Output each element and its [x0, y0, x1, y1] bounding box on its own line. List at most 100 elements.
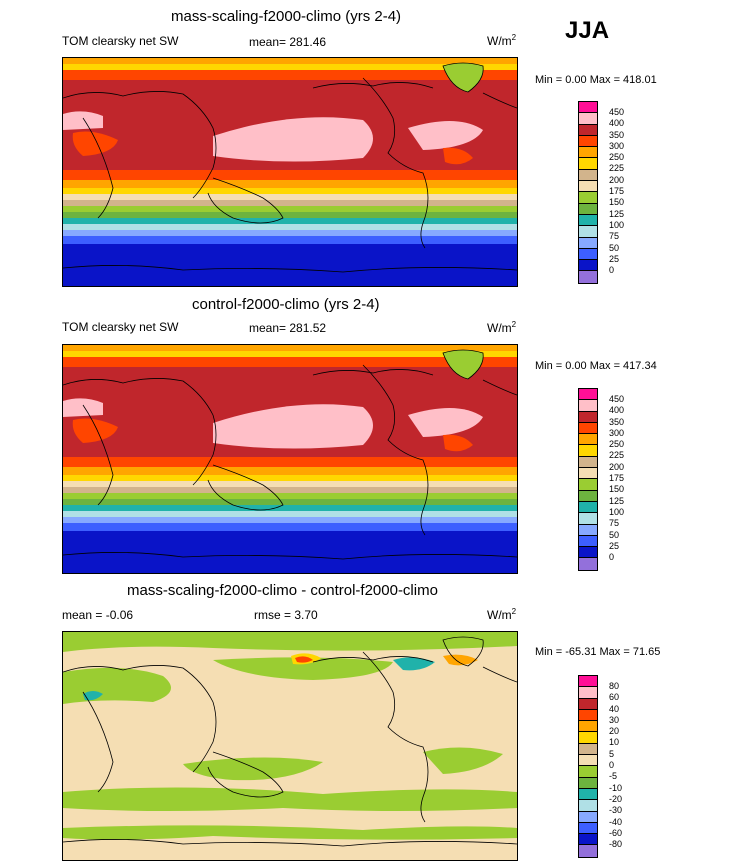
panel2-mean-label: mean= 281.52: [249, 321, 327, 335]
panel1-colorbar-tick: 100: [609, 220, 625, 230]
panel3-colorbar-tick: 20: [609, 726, 620, 736]
panel1-variable-label: TOM clearsky net SW: [62, 34, 179, 48]
panel2-colorbar-tick: 75: [609, 518, 620, 528]
panel3-minmax: Min = -65.31 Max = 71.65: [535, 646, 661, 658]
panel3-colorbar-tick: 30: [609, 715, 620, 725]
panel2-colorbar-cell: [579, 490, 597, 502]
panel3-colorbar-cell: [579, 676, 597, 688]
panel3-mean-label: mean = -0.06: [62, 608, 134, 622]
panel1-title: mass-scaling-f2000-climo (yrs 2-4): [171, 8, 402, 25]
panel2-colorbar-cell: [579, 558, 597, 570]
panel3-colorbar-cell: [579, 845, 597, 857]
panel1-colorbar-tick: 25: [609, 254, 620, 264]
panel3-colorbar-tick: 5: [609, 749, 615, 759]
panel1-colorbar-tick: 200: [609, 175, 625, 185]
panel3-rmse-label: rmse = 3.70: [254, 608, 318, 622]
panel1-colorbar: [578, 101, 598, 284]
panel1-colorbar-cell: [579, 260, 597, 272]
panel1-colorbar-tick: 350: [609, 130, 625, 140]
panel1-colorbar-cell: [579, 158, 597, 170]
panel1-colorbar-tick: 0: [609, 265, 615, 275]
panel3-colorbar-cell: [579, 743, 597, 756]
panel3-colorbar-tick: 60: [609, 692, 620, 702]
panel1-colorbar-tick: 400: [609, 118, 625, 128]
panel2-colorbar-tick: 200: [609, 462, 625, 472]
panel1-minmax: Min = 0.00 Max = 418.01: [535, 74, 657, 86]
panel1-colorbar-tick: 250: [609, 152, 625, 162]
panel3-colorbar-tick: 0: [609, 760, 615, 770]
panel2-colorbar-tick: 25: [609, 541, 620, 551]
panel2-colorbar-cell: [579, 456, 597, 469]
panel2-colorbar-tick: 250: [609, 439, 625, 449]
panel3-colorbar-tick: -10: [609, 783, 623, 793]
panel3-colorbar-tick: -80: [609, 839, 623, 849]
panel2-colorbar-tick: 350: [609, 417, 625, 427]
panel1-unit-label: W/m2: [487, 33, 517, 48]
panel1-colorbar-cell: [579, 124, 597, 136]
panel3-colorbar-cell: [579, 698, 597, 710]
panel3-colorbar-cell: [579, 721, 597, 733]
panel2-map: [62, 344, 518, 574]
panel2-colorbar-tick: 225: [609, 450, 625, 460]
panel3-colorbar-tick: -60: [609, 828, 623, 838]
panel3-colorbar: [578, 675, 598, 858]
panel2-colorbar-cell: [579, 434, 597, 446]
panel2-colorbar-cell: [579, 445, 597, 457]
panel1-colorbar-tick: 300: [609, 141, 625, 151]
panel2-colorbar-cell: [579, 468, 597, 480]
panel1-colorbar-cell: [579, 102, 597, 114]
panel2-colorbar-tick: 450: [609, 394, 625, 404]
panel1-colorbar-tick: 75: [609, 231, 620, 241]
panel3-colorbar-tick: -30: [609, 805, 623, 815]
panel2-colorbar-tick: 0: [609, 552, 615, 562]
panel3-colorbar-cell: [579, 732, 597, 744]
panel3-colorbar-cell: [579, 822, 597, 835]
panel2-colorbar-tick: 100: [609, 507, 625, 517]
panel3-colorbar-cell: [579, 800, 597, 812]
panel3-unit-label: W/m2: [487, 607, 517, 622]
panel1-colorbar-cell: [579, 203, 597, 215]
panel1-colorbar-cell: [579, 192, 597, 204]
panel2-colorbar-cell: [579, 389, 597, 401]
panel3-colorbar-cell: [579, 834, 597, 846]
panel2-colorbar-cell: [579, 513, 597, 525]
panel1-colorbar-cell: [579, 237, 597, 249]
season-label: JJA: [565, 17, 610, 44]
panel1-colorbar-cell: [579, 214, 597, 227]
panel1-colorbar-cell: [579, 271, 597, 283]
panel2-colorbar-cell: [579, 501, 597, 514]
panel1-map: [62, 57, 518, 287]
panel3-colorbar-tick: 10: [609, 737, 620, 747]
panel3-colorbar-cell: [579, 788, 597, 801]
panel1-colorbar-tick: 125: [609, 209, 625, 219]
panel1-colorbar-cell: [579, 169, 597, 182]
panel3-colorbar-tick: -20: [609, 794, 623, 804]
panel1-colorbar-cell: [579, 147, 597, 159]
panel3-colorbar-cell: [579, 777, 597, 789]
panel1-colorbar-cell: [579, 226, 597, 238]
panel1-mean-label: mean= 281.46: [249, 35, 327, 49]
panel2-colorbar-tick: 50: [609, 530, 620, 540]
panel1-colorbar-cell: [579, 113, 597, 125]
panel2-colorbar: [578, 388, 598, 571]
panel1-colorbar-tick: 50: [609, 243, 620, 253]
panel2-colorbar-cell: [579, 524, 597, 536]
panel2-colorbar-cell: [579, 547, 597, 559]
panel2-colorbar-cell: [579, 535, 597, 548]
panel3-map: [62, 631, 518, 861]
panel2-variable-label: TOM clearsky net SW: [62, 320, 179, 334]
panel3-colorbar-cell: [579, 755, 597, 767]
panel1-colorbar-cell: [579, 135, 597, 148]
panel1-colorbar-tick: 450: [609, 107, 625, 117]
panel1-colorbar-cell: [579, 181, 597, 193]
panel2-colorbar-cell: [579, 400, 597, 412]
panel3-colorbar-tick: 80: [609, 681, 620, 691]
panel2-colorbar-tick: 125: [609, 496, 625, 506]
panel3-colorbar-tick: -40: [609, 817, 623, 827]
panel1-colorbar-tick: 225: [609, 163, 625, 173]
panel3-colorbar-cell: [579, 811, 597, 823]
panel2-colorbar-tick: 175: [609, 473, 625, 483]
panel2-colorbar-cell: [579, 411, 597, 423]
panel3-colorbar-tick: 40: [609, 704, 620, 714]
panel2-minmax: Min = 0.00 Max = 417.34: [535, 360, 657, 372]
